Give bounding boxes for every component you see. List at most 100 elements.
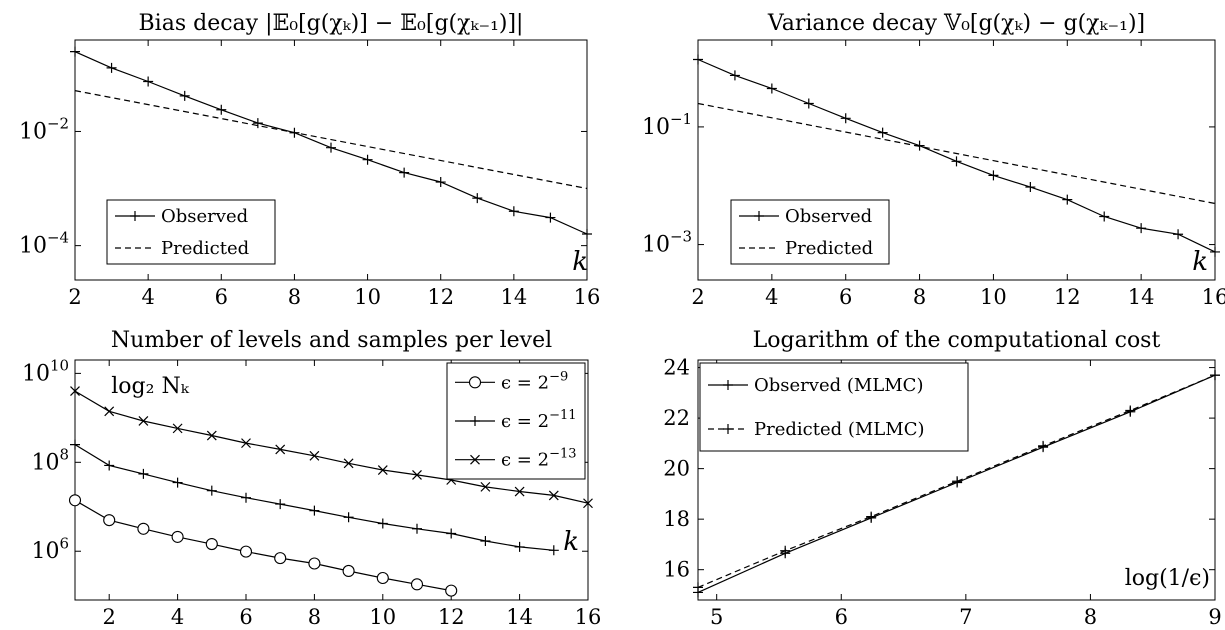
legend-label-1: ϵ = 2−9	[501, 369, 568, 393]
data-point-1-15	[1210, 246, 1220, 257]
x-tick-label: 6	[215, 285, 228, 309]
data-point-1-11	[1062, 194, 1073, 205]
data-point-1-1	[68, 494, 82, 507]
chart-panel-4: Logarithm of the computational cost 5 6 7 8 9…	[663, 328, 1221, 629]
data-point-2-13	[480, 535, 491, 546]
y-tick-label: 16	[663, 558, 690, 582]
data-point-1-8	[326, 142, 336, 153]
x-tick-label: 10	[354, 285, 381, 309]
data-point-2-3	[138, 468, 149, 479]
x-tick-label: 8	[288, 285, 301, 309]
data-point-3-2	[104, 406, 115, 417]
x-tick-label: 12	[438, 605, 465, 629]
data-point-1-14	[1173, 229, 1184, 240]
data-point-1-5	[205, 538, 218, 551]
legend-label-1: Observed	[785, 206, 872, 227]
legend-marker-2	[723, 424, 733, 434]
plot-frame	[74, 359, 589, 601]
y-tick-label: 106	[31, 534, 69, 564]
data-point-1-14	[545, 212, 556, 223]
data-point-2-12	[446, 528, 457, 539]
data-point-1-6	[239, 545, 253, 558]
data-point-1-9	[362, 154, 373, 165]
y-axis-label: log₂ Nₖ	[111, 374, 189, 399]
data-point-1-2	[103, 514, 116, 527]
data-point-3-9	[343, 458, 354, 469]
legend: Observed Predicted	[106, 199, 276, 265]
x-tick-label: 14	[500, 285, 527, 309]
data-point-2-2	[780, 545, 791, 556]
data-point-3-3	[138, 416, 149, 426]
data-point-1-11	[410, 578, 424, 591]
legend-label-2: ϵ = 2−11	[501, 408, 577, 432]
data-point-3-4	[172, 423, 183, 434]
data-point-1-1	[70, 46, 80, 57]
data-point-2-9	[343, 512, 354, 523]
data-point-1-2	[106, 62, 117, 73]
legend-label-1: Observed	[161, 206, 248, 227]
x-tick-label: 8	[1084, 605, 1097, 629]
legend-label-2: Predicted	[161, 238, 249, 259]
x-tick-label: 7	[959, 605, 972, 629]
plot-frame	[74, 39, 588, 281]
x-tick-label: 2	[68, 285, 81, 309]
x-tick-label: 9	[1208, 605, 1221, 629]
data-point-2-1	[70, 439, 80, 450]
legend-marker-1	[723, 380, 733, 390]
legend-label-2: Predicted (MLMC)	[754, 419, 925, 440]
data-point-2-1	[693, 582, 703, 593]
data-point-1-3	[137, 522, 150, 535]
data-point-2-6	[1125, 405, 1136, 416]
data-point-1-12	[472, 193, 483, 204]
data-point-2-15	[548, 545, 559, 556]
data-point-2-4	[952, 476, 963, 487]
data-point-3-14	[514, 486, 525, 497]
chart-panel-2: Variance decay 𝕍₀[g(χₖ) − g(χₖ₋₁)] 2 4 6 8 10…	[642, 11, 1225, 309]
x-axis-label: k	[1192, 247, 1208, 277]
series-line-3	[74, 390, 589, 504]
x-tick-label: 2	[691, 285, 704, 309]
x-tick-label: 5	[710, 605, 723, 629]
data-point-1-2	[729, 70, 740, 81]
y-tick-label: 1010	[22, 356, 69, 386]
chart-title: Number of levels and samples per level	[111, 328, 552, 353]
x-tick-label: 10	[369, 605, 396, 629]
x-tick-label: 4	[141, 285, 154, 309]
series-line-2	[697, 102, 1216, 205]
data-point-2-5	[206, 485, 217, 496]
data-point-3-7	[275, 444, 286, 455]
plot-frame	[697, 359, 1216, 601]
data-point-1-8	[308, 557, 321, 570]
x-tick-label: 16	[575, 605, 602, 629]
data-point-3-11	[412, 470, 422, 480]
data-point-3-10	[377, 465, 388, 475]
legend: Observed (MLMC) Predicted (MLMC)	[699, 362, 969, 452]
y-tick-label: 10−2	[19, 115, 69, 145]
data-point-1-9	[988, 170, 999, 181]
data-point-3-1	[70, 386, 80, 397]
plot-frame	[697, 39, 1216, 281]
data-point-1-11	[435, 177, 446, 188]
x-tick-label: 6	[835, 605, 848, 629]
data-point-1-13	[508, 206, 519, 217]
x-tick-label: 4	[171, 605, 184, 629]
data-point-1-12	[1099, 211, 1110, 222]
legend-marker-1	[754, 211, 764, 221]
x-tick-label: 6	[839, 285, 852, 309]
x-tick-label: 12	[427, 285, 454, 309]
data-point-2-14	[514, 541, 525, 552]
x-tick-label: 8	[308, 605, 321, 629]
data-point-1-6	[877, 127, 888, 138]
legend-label-1: Observed (MLMC)	[754, 375, 923, 396]
legend-box	[699, 362, 969, 452]
x-tick-label: 4	[765, 285, 778, 309]
data-point-1-6	[252, 118, 263, 129]
x-tick-label: 2	[103, 605, 116, 629]
x-axis-label: k	[563, 527, 579, 557]
y-tick-label: 24	[663, 356, 690, 380]
series-line-2	[74, 90, 588, 190]
legend-marker-2	[470, 416, 480, 426]
legend-label-3: ϵ = 2−13	[501, 447, 577, 471]
data-point-1-10	[1025, 182, 1036, 193]
data-point-1-7	[274, 552, 287, 565]
